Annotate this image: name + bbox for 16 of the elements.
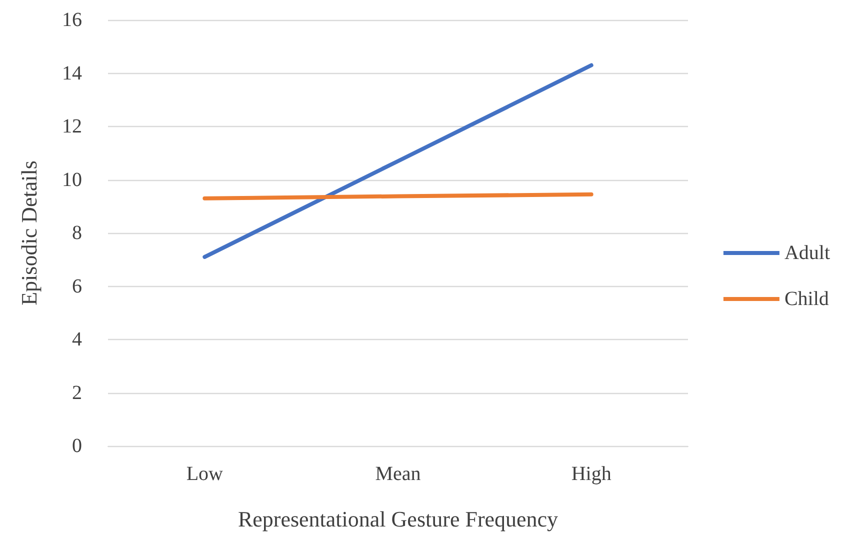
y-tick-label: 6 [72,275,82,298]
legend-label: Adult [784,242,830,264]
y-tick-label: 12 [62,116,82,138]
y-tick-label: 2 [72,382,82,404]
y-tick-label: 14 [62,62,82,84]
y-tick-label: 4 [72,328,82,350]
x-axis-title: Representational Gesture Frequency [238,506,558,532]
y-axis-title: Episodic Details [16,160,42,306]
y-tick-label: 0 [72,435,82,457]
x-tick-label: Low [186,463,224,485]
x-tick-label: Mean [375,463,421,485]
legend-label: Child [784,288,829,310]
y-tick-label: 10 [62,168,82,191]
x-tick-label: High [571,463,612,485]
y-tick-label: 16 [62,9,82,31]
y-tick-label: 8 [72,222,82,244]
